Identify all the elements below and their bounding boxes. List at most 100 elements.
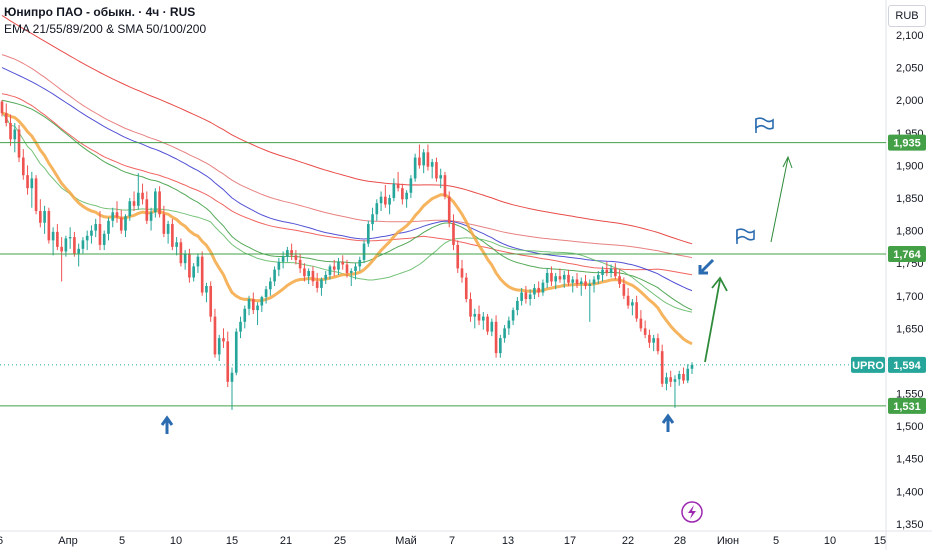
candle-body — [503, 328, 506, 339]
x-tick-label: 15 — [874, 535, 886, 547]
candle-body — [477, 314, 481, 321]
candle-body — [196, 256, 200, 267]
candle-body — [311, 270, 315, 282]
y-tick-label: 1,650 — [896, 323, 924, 335]
candle-body — [315, 281, 319, 288]
y-tick-label: 1,850 — [896, 193, 924, 205]
candle-body — [56, 231, 59, 247]
candle-body — [0, 101, 4, 114]
y-tick-label: 2,000 — [896, 95, 924, 107]
candle-body — [277, 261, 281, 270]
candle-body — [243, 308, 247, 322]
candle-body — [469, 299, 472, 317]
candle-body — [226, 341, 230, 382]
candle-body — [384, 196, 387, 205]
candle-body — [102, 233, 106, 245]
candle-body — [528, 294, 532, 300]
candle-body — [401, 188, 404, 200]
candle-body — [622, 284, 626, 296]
x-tick-label: 5 — [119, 535, 125, 547]
candle-body — [298, 259, 302, 269]
y-tick-label: 1,350 — [896, 519, 924, 531]
lightning-icon — [688, 505, 696, 519]
ma-line-ema-55 — [1, 99, 693, 311]
candle-body — [418, 157, 421, 166]
candle-body — [558, 276, 562, 280]
candle-body — [175, 242, 178, 247]
y-tick-label: 1,550 — [896, 389, 924, 401]
candle-body — [648, 334, 651, 343]
candle-body — [439, 175, 443, 179]
candle-body — [290, 250, 293, 256]
candle-body — [609, 268, 613, 273]
candle-body — [464, 277, 468, 300]
candle-body — [690, 364, 694, 369]
candle-body — [486, 316, 489, 332]
candle-body — [562, 274, 566, 280]
candle-body — [188, 253, 191, 278]
candle-body — [686, 368, 690, 381]
candle-body — [405, 192, 408, 200]
candle-body — [94, 224, 98, 231]
candle-body — [294, 255, 298, 260]
candle-body — [200, 256, 204, 293]
candle-body — [217, 338, 221, 355]
candle-body — [111, 212, 115, 221]
y-tick-label: 1,500 — [896, 421, 924, 433]
candle-body — [337, 261, 340, 270]
candle-body — [669, 377, 673, 382]
candle-body — [209, 285, 213, 317]
candle-body — [260, 297, 264, 306]
down-left-arrow-icon — [699, 258, 715, 274]
candle-body — [230, 372, 234, 382]
currency-button[interactable]: RUB — [888, 5, 926, 27]
down-left-arrow-icon — [698, 265, 708, 275]
candle-body — [682, 373, 685, 381]
candle-body — [73, 237, 76, 254]
ma-line-ema-200 — [1, 14, 693, 245]
candle-body — [128, 201, 132, 217]
candle-body — [345, 264, 349, 273]
symbol-title[interactable]: Юнипро ПАО - обыкн. · 4ч · RUS — [4, 5, 196, 19]
candle-body — [145, 199, 149, 221]
candle-body — [443, 175, 447, 197]
candle-body — [601, 269, 604, 275]
indicator-legend[interactable]: EMA 21/55/89/200 & SMA 50/100/200 — [4, 22, 207, 36]
flag-icon — [736, 228, 755, 241]
candle-body — [354, 266, 357, 271]
candle-body — [179, 242, 183, 264]
flag-icon — [755, 117, 774, 130]
x-tick-label: Май — [395, 535, 417, 547]
candle-body — [362, 243, 366, 260]
last-price-label: 1,594 — [893, 360, 921, 372]
candle-body — [119, 217, 123, 231]
candle-body — [618, 276, 621, 285]
candle-body — [90, 230, 93, 236]
x-tick-label: 10 — [824, 535, 836, 547]
candle-body — [665, 377, 668, 384]
x-tick-label: 13 — [502, 535, 514, 547]
candle-body — [247, 299, 251, 309]
x-tick-label: 17 — [564, 535, 576, 547]
x-tick-label: 7 — [449, 535, 455, 547]
candle-body — [507, 320, 511, 329]
candle-body — [154, 191, 157, 213]
candle-body — [435, 162, 438, 179]
candle-body — [9, 123, 12, 140]
candle-body — [307, 270, 310, 277]
candle-body — [379, 196, 383, 204]
candle-body — [516, 300, 519, 311]
candle-body — [256, 305, 259, 311]
candle-body — [149, 212, 153, 221]
y-tick-label: 1,400 — [896, 486, 924, 498]
candle-body — [26, 175, 29, 189]
candle-body — [584, 281, 587, 286]
candle-body — [358, 259, 362, 267]
candle-body — [511, 310, 515, 321]
candle-body — [81, 240, 85, 249]
up-arrow-icon — [661, 413, 675, 424]
candle-body — [234, 331, 238, 373]
candle-body — [286, 250, 289, 257]
candle-body — [409, 178, 413, 193]
